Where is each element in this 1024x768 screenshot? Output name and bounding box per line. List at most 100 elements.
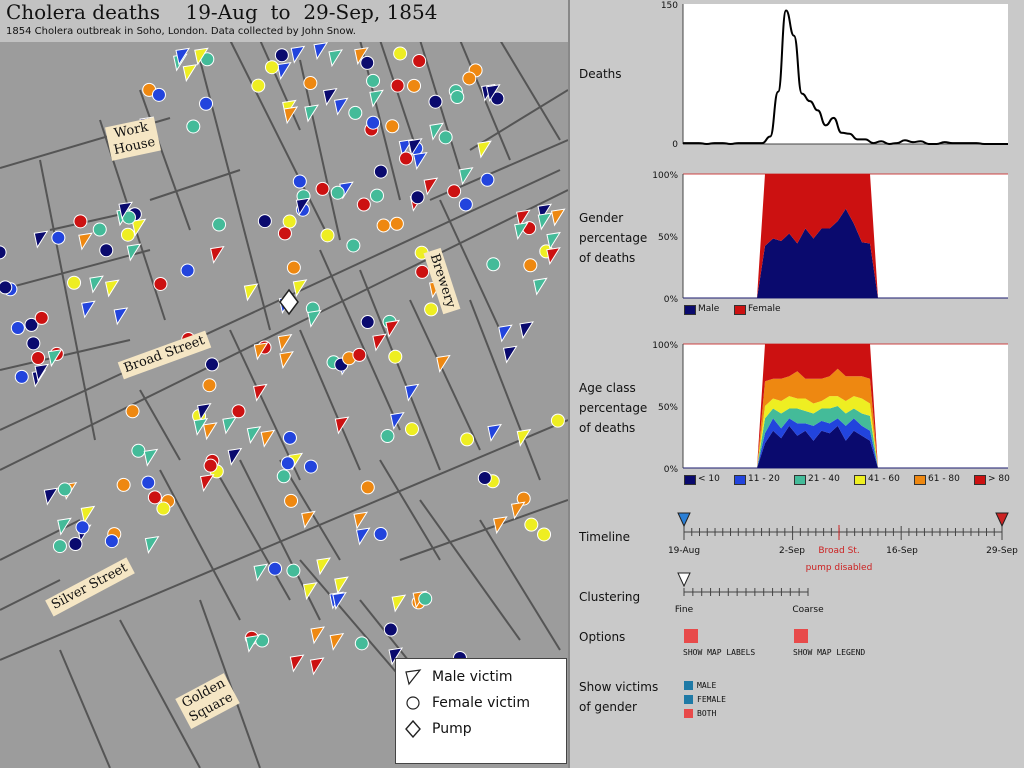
female-victim-marker[interactable] bbox=[550, 413, 565, 428]
female-victim-marker[interactable] bbox=[303, 76, 318, 91]
timeline-end-handle[interactable] bbox=[995, 512, 1009, 528]
female-victim-marker[interactable] bbox=[458, 197, 473, 212]
female-victim-marker[interactable] bbox=[147, 490, 162, 505]
male-victim-marker[interactable] bbox=[33, 230, 49, 249]
female-victim-marker[interactable] bbox=[203, 458, 218, 473]
male-victim-marker[interactable] bbox=[126, 243, 142, 262]
male-victim-marker[interactable] bbox=[533, 277, 548, 296]
male-victim-marker[interactable] bbox=[413, 152, 428, 170]
female-victim-marker[interactable] bbox=[292, 174, 307, 189]
female-victim-marker[interactable] bbox=[450, 89, 465, 104]
female-victim-marker[interactable] bbox=[389, 216, 404, 231]
male-victim-marker[interactable] bbox=[199, 474, 215, 492]
female-victim-marker[interactable] bbox=[186, 119, 201, 134]
female-victim-marker[interactable] bbox=[14, 369, 29, 384]
deaths-line-chart[interactable]: 150 0 bbox=[570, 0, 1024, 160]
female-victim-marker[interactable] bbox=[438, 130, 453, 145]
male-victim-marker[interactable] bbox=[246, 426, 262, 445]
female-victim-marker[interactable] bbox=[477, 470, 492, 485]
male-victim-marker[interactable] bbox=[194, 47, 209, 66]
female-victim-marker[interactable] bbox=[24, 317, 39, 332]
age-area-chart[interactable]: 100% 50% 0% bbox=[570, 0, 1024, 480]
male-victim-marker[interactable] bbox=[43, 487, 59, 506]
female-victim-marker[interactable] bbox=[410, 190, 425, 205]
female-victim-marker[interactable] bbox=[373, 526, 388, 541]
female-victim-marker[interactable] bbox=[286, 260, 301, 275]
show-map-labels-toggle[interactable] bbox=[684, 629, 698, 643]
female-victim-marker[interactable] bbox=[199, 96, 214, 111]
female-victim-marker[interactable] bbox=[280, 456, 295, 471]
female-victim-marker[interactable] bbox=[264, 60, 279, 75]
female-victim-marker[interactable] bbox=[0, 245, 7, 260]
female-victim-marker[interactable] bbox=[67, 275, 82, 290]
female-victim-marker[interactable] bbox=[57, 482, 72, 497]
male-victim-marker[interactable] bbox=[307, 309, 322, 328]
male-victim-marker[interactable] bbox=[283, 106, 299, 125]
filter-male-label[interactable]: MALE bbox=[697, 681, 717, 690]
male-victim-marker[interactable] bbox=[277, 62, 292, 80]
female-victim-marker[interactable] bbox=[388, 349, 403, 364]
male-victim-marker[interactable] bbox=[334, 416, 350, 435]
male-victim-marker[interactable] bbox=[57, 517, 72, 536]
filter-male-toggle[interactable] bbox=[684, 681, 693, 690]
female-victim-marker[interactable] bbox=[412, 53, 427, 68]
map-panel[interactable]: Cholera deaths 19-Aug to 29-Sep, 1854 18… bbox=[0, 0, 568, 768]
female-victim-marker[interactable] bbox=[537, 527, 552, 542]
female-victim-marker[interactable] bbox=[373, 164, 388, 179]
male-victim-marker[interactable] bbox=[316, 557, 331, 576]
female-victim-marker[interactable] bbox=[415, 264, 430, 279]
male-victim-marker[interactable] bbox=[369, 89, 384, 108]
male-victim-marker[interactable] bbox=[253, 342, 269, 361]
female-victim-marker[interactable] bbox=[31, 351, 46, 366]
female-victim-marker[interactable] bbox=[366, 73, 381, 88]
female-victim-marker[interactable] bbox=[352, 347, 367, 362]
map-canvas[interactable] bbox=[0, 0, 568, 768]
male-victim-marker[interactable] bbox=[210, 245, 225, 264]
clustering-slider[interactable]: Fine Coarse bbox=[570, 0, 1024, 620]
female-victim-marker[interactable] bbox=[73, 214, 88, 229]
female-victim-marker[interactable] bbox=[369, 188, 384, 203]
female-victim-marker[interactable] bbox=[116, 477, 131, 492]
female-victim-marker[interactable] bbox=[462, 71, 477, 86]
female-victim-marker[interactable] bbox=[348, 105, 363, 120]
female-victim-marker[interactable] bbox=[104, 534, 119, 549]
female-victim-marker[interactable] bbox=[202, 378, 217, 393]
female-victim-marker[interactable] bbox=[360, 315, 375, 330]
female-victim-marker[interactable] bbox=[330, 185, 345, 200]
female-victim-marker[interactable] bbox=[424, 302, 439, 317]
male-victim-marker[interactable] bbox=[81, 300, 96, 319]
female-victim-marker[interactable] bbox=[251, 78, 266, 93]
female-victim-marker[interactable] bbox=[284, 493, 299, 508]
show-map-legend-toggle[interactable] bbox=[794, 629, 808, 643]
female-victim-marker[interactable] bbox=[486, 257, 501, 272]
female-victim-marker[interactable] bbox=[274, 48, 289, 63]
male-victim-marker[interactable] bbox=[546, 231, 561, 250]
male-victim-marker[interactable] bbox=[429, 122, 444, 141]
male-victim-marker[interactable] bbox=[313, 42, 329, 61]
female-victim-marker[interactable] bbox=[268, 561, 283, 576]
male-victim-marker[interactable] bbox=[277, 333, 293, 352]
male-victim-marker[interactable] bbox=[334, 576, 349, 595]
male-victim-marker[interactable] bbox=[295, 197, 311, 216]
male-victim-marker[interactable] bbox=[436, 354, 451, 373]
female-victim-marker[interactable] bbox=[523, 258, 538, 273]
male-victim-marker[interactable] bbox=[78, 232, 93, 251]
male-victim-marker[interactable] bbox=[388, 647, 404, 666]
male-victim-marker[interactable] bbox=[131, 218, 147, 237]
male-victim-marker[interactable] bbox=[329, 632, 345, 651]
female-victim-marker[interactable] bbox=[26, 336, 41, 351]
male-victim-marker[interactable] bbox=[304, 104, 319, 123]
female-victim-marker[interactable] bbox=[212, 217, 227, 232]
female-victim-marker[interactable] bbox=[366, 115, 381, 130]
female-victim-marker[interactable] bbox=[418, 591, 433, 606]
male-victim-marker[interactable] bbox=[245, 634, 260, 653]
timeline-start-handle[interactable] bbox=[677, 512, 691, 528]
male-victim-marker[interactable] bbox=[301, 510, 316, 529]
male-victim-marker[interactable] bbox=[514, 222, 529, 241]
male-victim-marker[interactable] bbox=[309, 657, 325, 676]
female-victim-marker[interactable] bbox=[404, 422, 419, 437]
female-victim-marker[interactable] bbox=[156, 501, 171, 516]
male-victim-marker[interactable] bbox=[493, 516, 508, 535]
female-victim-marker[interactable] bbox=[516, 491, 531, 506]
female-victim-marker[interactable] bbox=[68, 536, 83, 551]
